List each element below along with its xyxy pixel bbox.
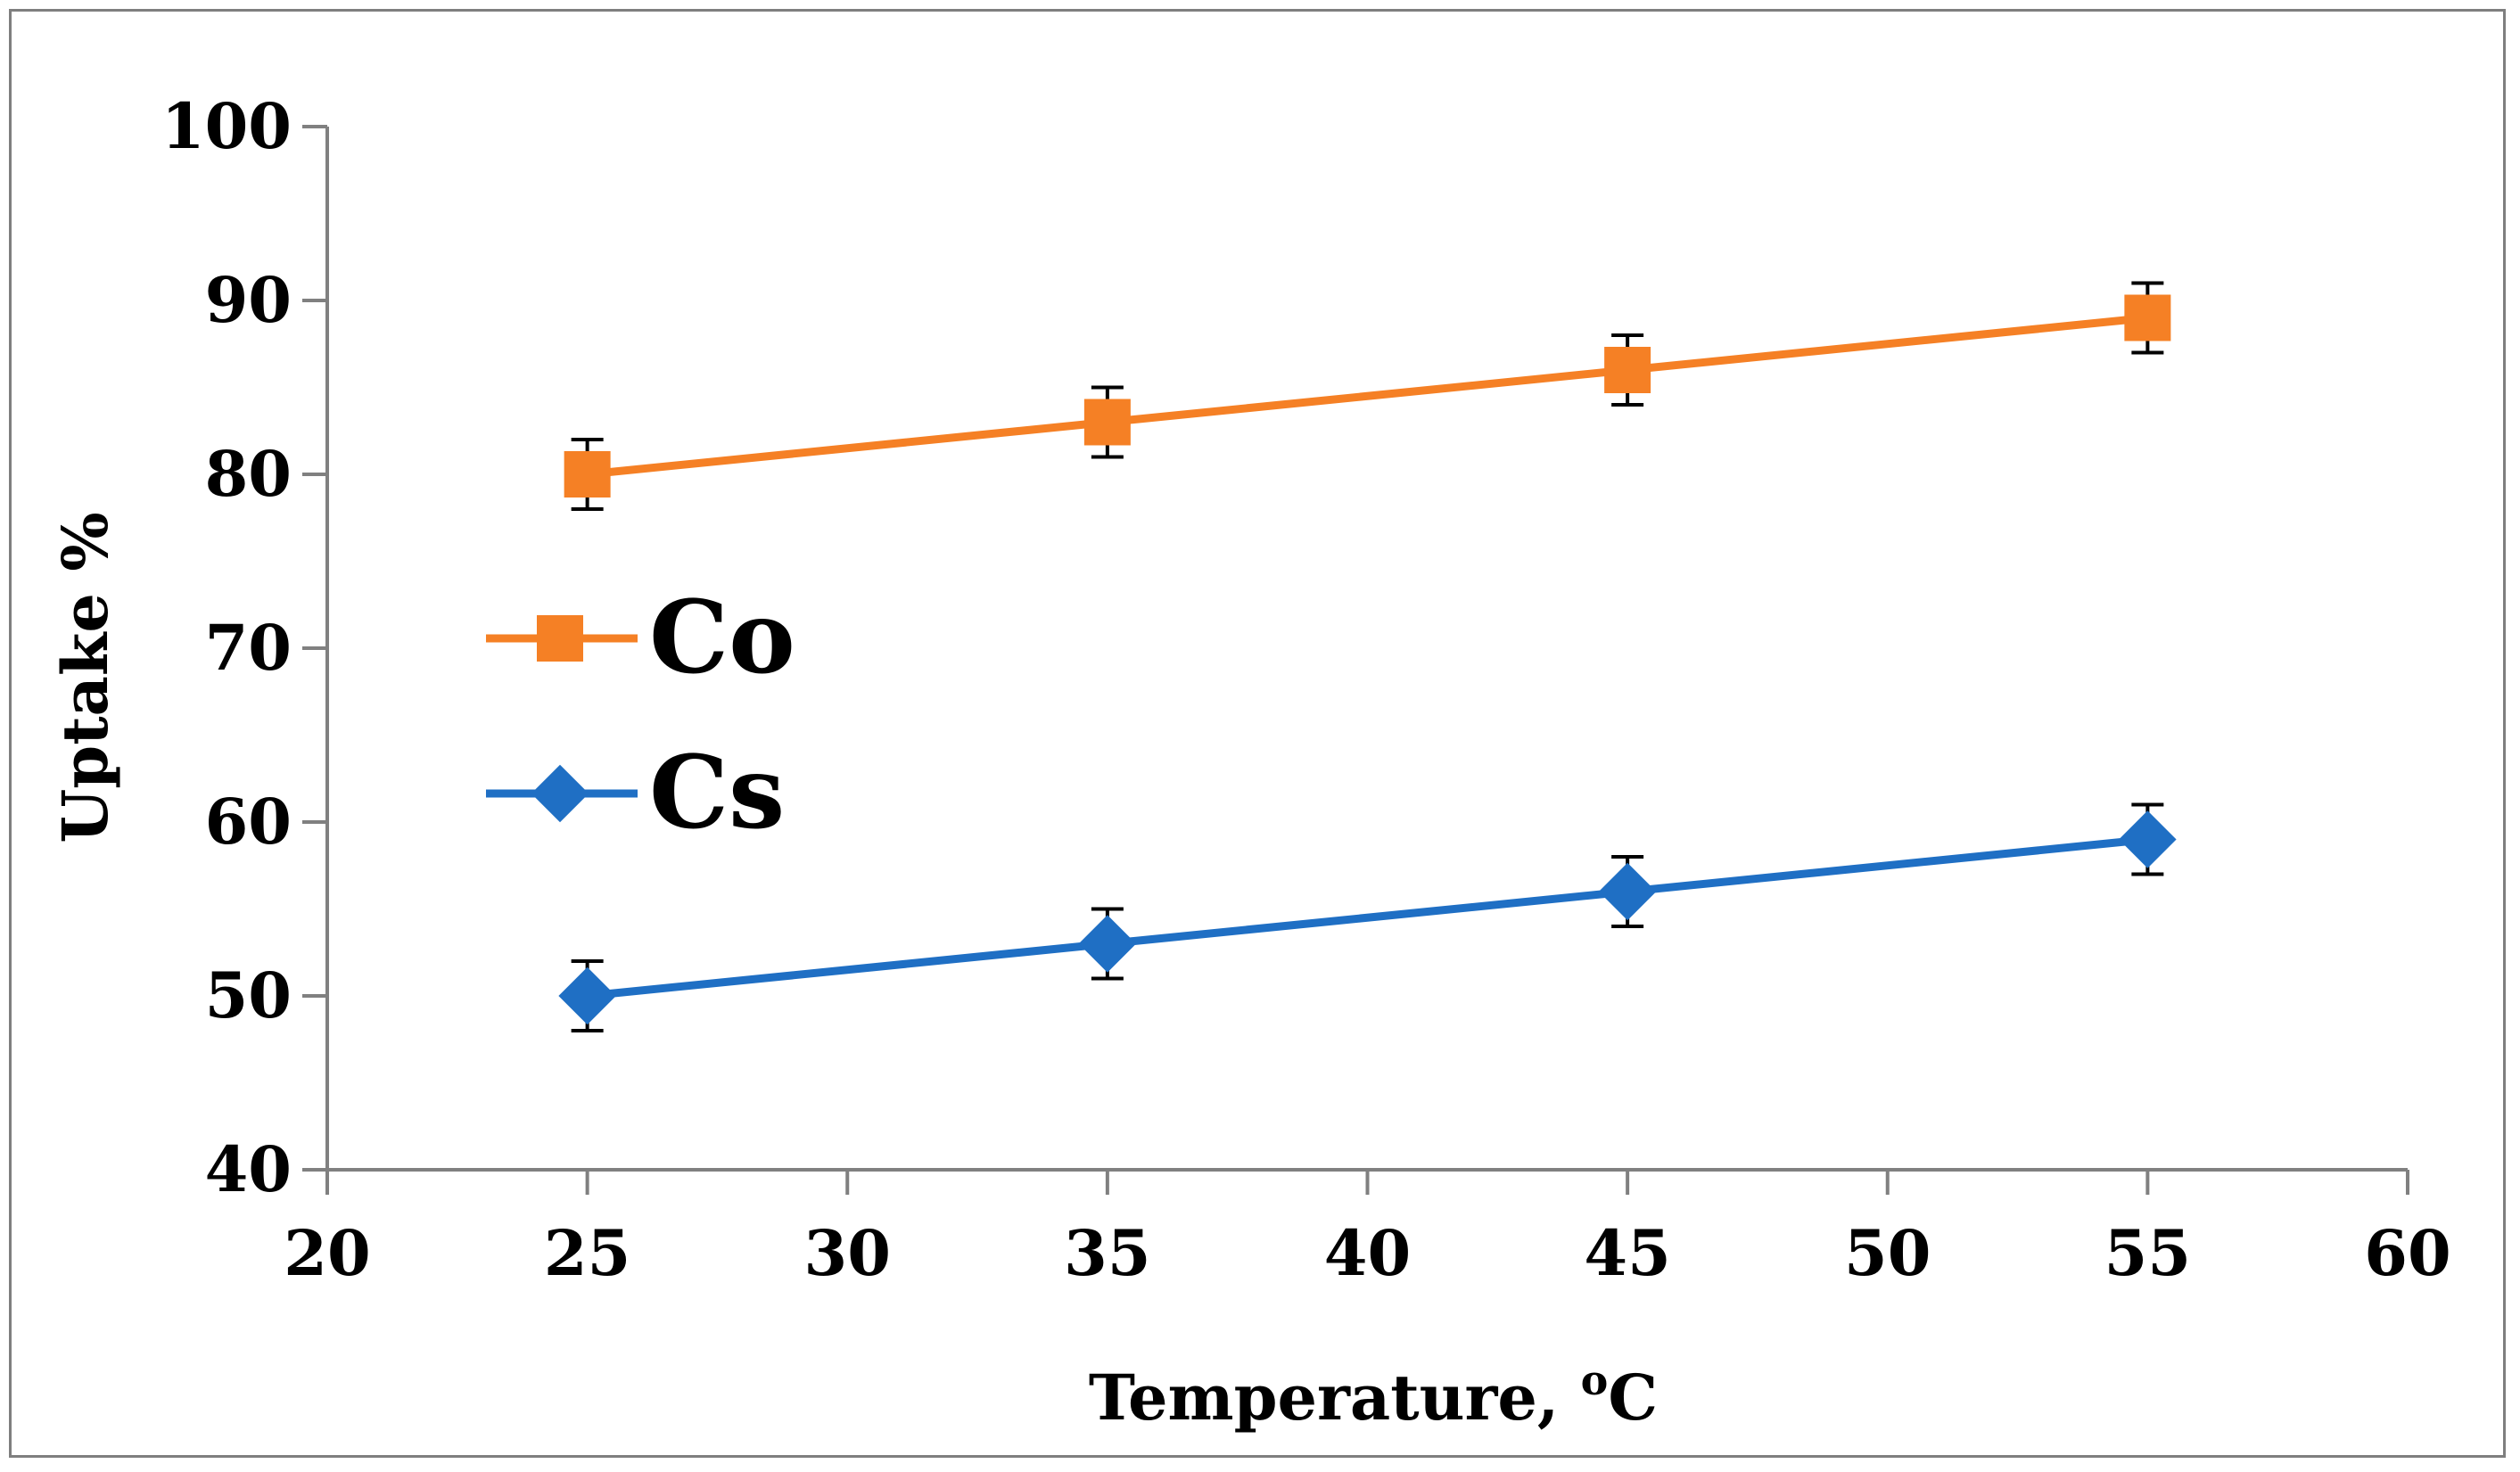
legend-label: Co: [649, 580, 795, 696]
data-point: [558, 966, 616, 1025]
y-tick-label: 50: [205, 958, 292, 1032]
series-layer: [558, 281, 2177, 1032]
legend-entry-co: Co: [486, 580, 795, 696]
x-tick-label: 35: [1064, 1216, 1150, 1290]
x-tick-label: 55: [2104, 1216, 2191, 1290]
series-cs: [558, 802, 2177, 1032]
x-tick-label: 25: [544, 1216, 630, 1290]
x-axis-ticks: 20 25 30 35 40 45 50 55 60: [284, 1170, 2451, 1290]
x-tick-label: 30: [804, 1216, 891, 1290]
data-point: [2124, 294, 2171, 341]
y-axis-ticks: 40 50 60 70 80 90 100: [161, 89, 327, 1206]
data-point: [1083, 399, 1131, 446]
data-point: [1604, 347, 1651, 393]
data-point: [2119, 810, 2177, 868]
y-tick-label: 70: [205, 611, 292, 685]
y-tick-label: 80: [205, 437, 292, 511]
x-axis-title-superscript: o: [1581, 1356, 1609, 1404]
legend-marker: [531, 764, 589, 823]
axes: [302, 127, 2408, 1195]
x-tick-label: 50: [1844, 1216, 1931, 1290]
x-tick-label: 60: [2364, 1216, 2450, 1290]
data-point: [1598, 862, 1657, 921]
x-axis-title-main: Temperature,: [1089, 1361, 1581, 1435]
legend-marker: [537, 615, 583, 662]
y-axis-title: Uptake %: [48, 512, 122, 843]
x-tick-label: 20: [284, 1216, 370, 1290]
series-co-line: [587, 314, 2148, 479]
y-tick-label: 40: [205, 1132, 292, 1206]
chart-frame: [9, 9, 2506, 1458]
legend: Co Cs: [486, 580, 795, 851]
y-tick-label: 60: [205, 785, 292, 859]
legend-label: Cs: [649, 735, 785, 851]
data-point: [1078, 915, 1137, 973]
series-co: [564, 281, 2171, 511]
y-tick-label: 100: [161, 89, 292, 163]
legend-entry-cs: Cs: [486, 735, 785, 851]
data-point: [564, 451, 611, 498]
x-tick-label: 45: [1584, 1216, 1670, 1290]
series-cs-line: [587, 835, 2148, 1000]
x-axis-title-unit: C: [1608, 1361, 1658, 1435]
x-axis-title: Temperature, oC: [1089, 1356, 1658, 1435]
y-tick-label: 90: [205, 263, 292, 337]
x-tick-label: 40: [1324, 1216, 1411, 1290]
